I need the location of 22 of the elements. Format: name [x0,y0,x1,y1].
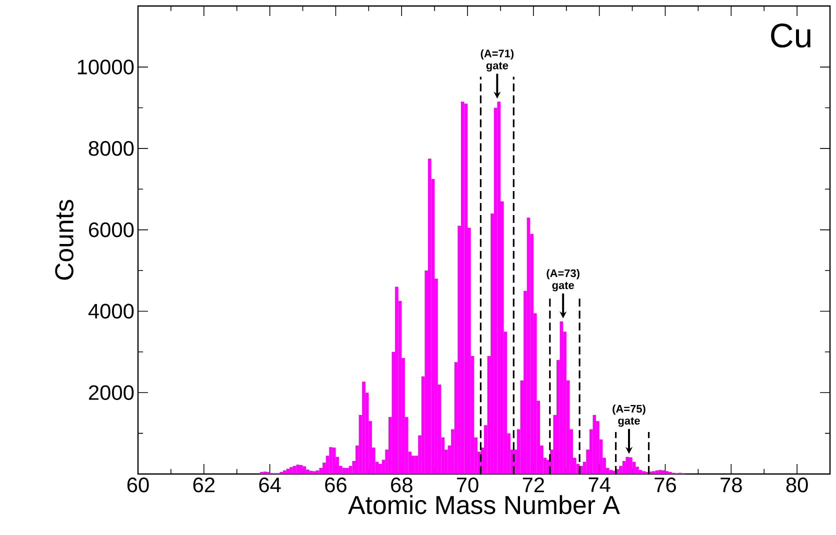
y-axis-title: Counts [55,200,74,280]
annotation: Cu [771,24,810,48]
x-tick-label: 60 [127,478,149,492]
x-tick-label: 68 [391,478,412,492]
x-tick-label: 72 [522,478,544,492]
x-tick-label: 66 [325,478,346,492]
y-tick-label: 6000 [89,222,134,238]
x-tick-label: 78 [720,478,742,492]
x-tick-label: 70 [456,478,478,492]
x-axis-title: Atomic Mass Number A [348,495,620,514]
y-tick-label: 8000 [88,141,134,156]
annotation: (A=75) gate [612,404,646,427]
x-tick-label: 64 [259,478,281,492]
annotation: (A=73) gate [546,269,580,292]
y-tick-label: 4000 [88,304,134,319]
x-tick-label: 80 [786,478,808,492]
annotation: (A=71) gate [480,49,514,72]
x-tick-label: 62 [193,478,214,492]
x-tick-label: 76 [654,478,676,492]
y-tick-label: 2000 [88,385,134,400]
y-tick-label: 10000 [78,60,134,74]
x-tick-label: 74 [588,478,610,492]
